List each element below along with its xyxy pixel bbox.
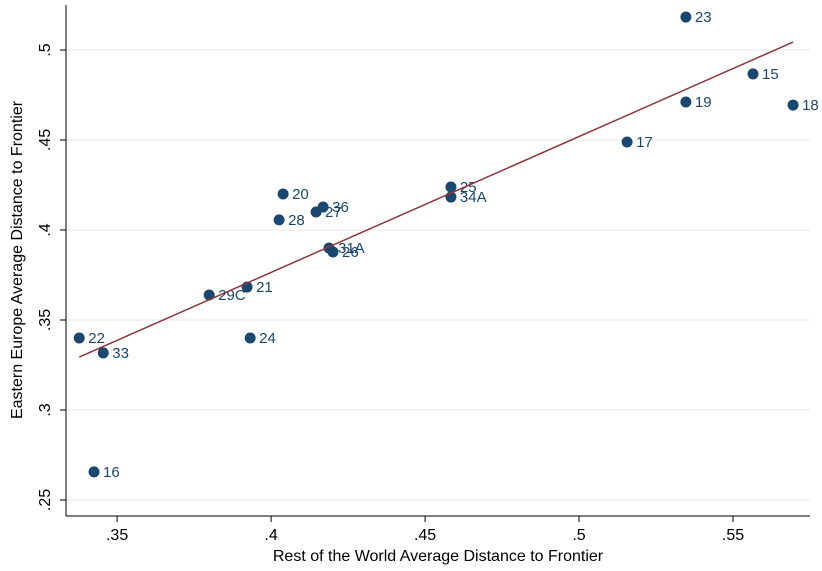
y-tick-label: .3	[37, 403, 54, 416]
point	[327, 246, 339, 258]
y-tick-label: .4	[37, 223, 54, 236]
point	[621, 136, 633, 148]
point-label: 28	[288, 212, 305, 229]
point	[244, 332, 256, 344]
point-label: 18	[802, 97, 819, 114]
y-tick-label: .5	[37, 43, 54, 56]
x-tick-label: .55	[722, 527, 744, 544]
x-tick-label: .45	[414, 527, 436, 544]
point	[680, 11, 692, 23]
point-label: 22	[88, 330, 105, 347]
x-tick-label: .35	[106, 527, 128, 544]
point-label: 31A	[338, 240, 365, 257]
point-label: 26	[342, 244, 359, 261]
y-tick-label: .35	[37, 309, 54, 331]
y-axis-title: Eastern Europe Average Distance to Front…	[9, 100, 26, 419]
point-label: 34A	[460, 189, 487, 206]
point-label: 29C	[218, 287, 246, 304]
point-label: 24	[259, 330, 276, 347]
x-axis-title: Rest of the World Average Distance to Fr…	[273, 548, 604, 565]
point-label: 19	[695, 94, 712, 111]
point	[273, 214, 285, 226]
point	[73, 332, 85, 344]
point	[97, 347, 109, 359]
fit-line	[78, 41, 794, 358]
point-label: 27	[325, 204, 342, 221]
point-label: 17	[636, 134, 653, 151]
point-label: 16	[103, 464, 120, 481]
point	[277, 188, 289, 200]
point-label: 33	[112, 345, 129, 362]
point	[787, 99, 799, 111]
x-tick-label: .5	[572, 527, 585, 544]
y-tick-label: .45	[37, 129, 54, 151]
y-tick-label: .25	[37, 489, 54, 511]
point-label: 21	[256, 279, 273, 296]
point	[310, 206, 322, 218]
point-label: 36	[332, 199, 349, 216]
point	[88, 466, 100, 478]
point-label: 15	[762, 66, 779, 83]
point-label: 23	[695, 9, 712, 26]
x-tick-label: .4	[264, 527, 277, 544]
point	[680, 96, 692, 108]
point-label: 20	[292, 186, 309, 203]
point	[747, 68, 759, 80]
point	[445, 181, 457, 193]
